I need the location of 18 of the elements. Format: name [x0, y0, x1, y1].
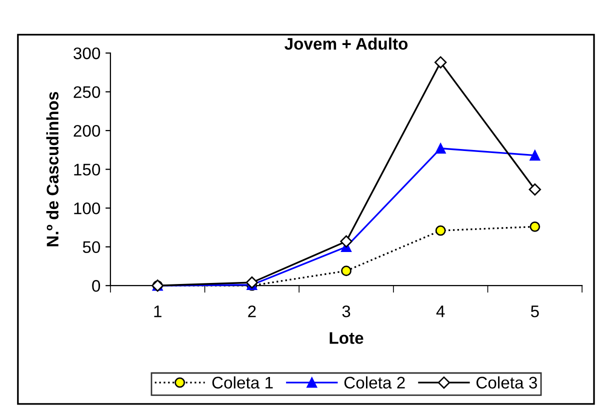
legend-label: Coleta 2 — [344, 376, 405, 389]
x-tick-label: 3 — [342, 305, 350, 318]
y-tick-label: 200 — [74, 124, 100, 137]
legend-label: Coleta 1 — [212, 376, 273, 389]
y-tick-label: 250 — [74, 86, 100, 98]
y-tick-label: 50 — [82, 241, 100, 254]
y-tick-label: 100 — [74, 202, 100, 214]
y-tick-label: 150 — [74, 164, 100, 176]
x-tick-label: 4 — [436, 306, 445, 318]
y-tick-label: 300 — [74, 47, 100, 60]
x-axis-title: Lote — [330, 332, 364, 344]
x-tick-label: 5 — [530, 306, 539, 318]
chart-title: Jovem + Adulto — [284, 38, 408, 50]
y-tick-label: 0 — [92, 280, 100, 292]
x-tick-label: 2 — [248, 305, 256, 318]
y-axis-title: N.º de Cascudinhos — [46, 92, 59, 246]
legend-label: Coleta 3 — [476, 376, 537, 389]
x-tick-label: 1 — [154, 306, 162, 318]
